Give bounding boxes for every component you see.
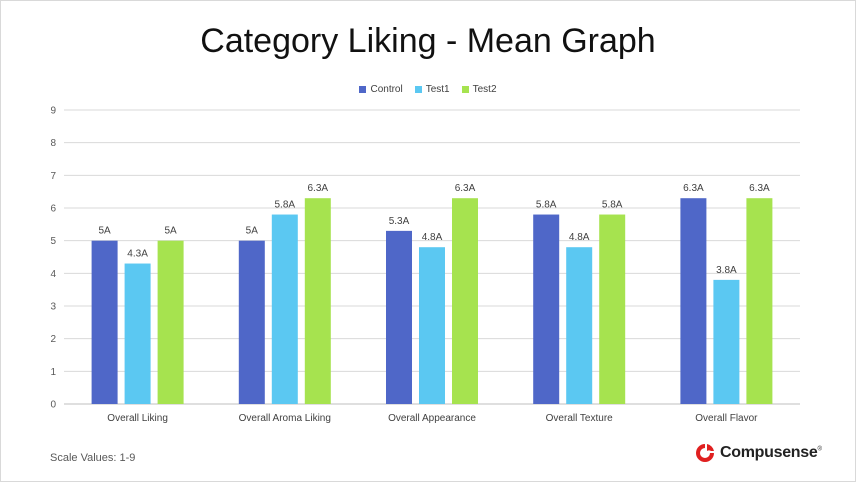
bar	[566, 247, 593, 404]
y-tick-label: 1	[50, 367, 56, 378]
legend-item-test2: Test2	[461, 84, 497, 95]
bar	[680, 198, 707, 404]
bar	[238, 240, 265, 404]
bar	[91, 240, 118, 404]
y-tick-label: 8	[50, 138, 56, 149]
bar	[124, 263, 151, 404]
legend-swatch-test1	[414, 86, 422, 93]
bar	[419, 247, 445, 404]
x-tick-label: Overall Flavor	[695, 413, 758, 424]
data-label: 4.8A	[422, 232, 443, 243]
bar	[452, 198, 478, 404]
legend: Control Test1 Test2	[0, 84, 856, 95]
x-tick-label: Overall Appearance	[388, 413, 476, 424]
data-label: 5.8A	[602, 200, 623, 211]
brand-registered-mark: ®	[817, 446, 822, 453]
bar	[304, 198, 331, 404]
data-label: 5.8A	[275, 200, 296, 211]
brand-logo: Compusense®	[694, 442, 822, 464]
legend-item-test1: Test1	[414, 84, 450, 95]
data-label: 5A	[246, 226, 259, 237]
chart-title: Category Liking - Mean Graph	[200, 22, 656, 60]
data-label: 6.3A	[749, 183, 770, 194]
x-tick-label: Overall Aroma Liking	[239, 413, 331, 424]
y-tick-label: 4	[50, 269, 56, 280]
data-label: 3.8A	[716, 265, 737, 276]
bar	[271, 214, 298, 404]
y-tick-label: 7	[50, 171, 56, 182]
legend-label-test2: Test2	[472, 84, 497, 95]
x-tick-label: Overall Liking	[107, 413, 168, 424]
legend-item-control: Control	[359, 84, 403, 95]
data-label: 6.3A	[683, 183, 704, 194]
bar	[713, 279, 740, 404]
legend-swatch-control	[359, 86, 367, 93]
scale-note: Scale Values: 1-9	[50, 452, 136, 464]
data-label: 6.3A	[455, 183, 476, 194]
bar	[599, 214, 626, 404]
y-tick-label: 5	[50, 236, 56, 247]
y-tick-label: 2	[50, 334, 56, 345]
bar	[746, 198, 773, 404]
brand-name: Compusense®	[720, 444, 822, 462]
data-label: 5A	[164, 226, 177, 237]
y-tick-label: 9	[50, 106, 56, 117]
data-label: 4.8A	[569, 232, 590, 243]
legend-label-test1: Test1	[425, 84, 450, 95]
y-tick-label: 0	[50, 400, 56, 411]
bar	[157, 240, 184, 404]
bar	[533, 214, 560, 404]
data-label: 5.8A	[536, 200, 557, 211]
legend-swatch-test2	[461, 86, 469, 93]
y-tick-label: 3	[50, 302, 56, 313]
data-label: 5A	[98, 226, 111, 237]
brand-name-text: Compusense	[720, 444, 818, 461]
legend-label-control: Control	[370, 84, 403, 95]
x-tick-label: Overall Texture	[546, 413, 614, 424]
y-tick-label: 6	[50, 204, 56, 215]
compusense-logo-icon	[696, 444, 714, 462]
data-label: 4.3A	[127, 249, 148, 260]
bar	[386, 230, 412, 404]
data-label: 5.3A	[389, 216, 410, 227]
data-label: 6.3A	[308, 183, 329, 194]
